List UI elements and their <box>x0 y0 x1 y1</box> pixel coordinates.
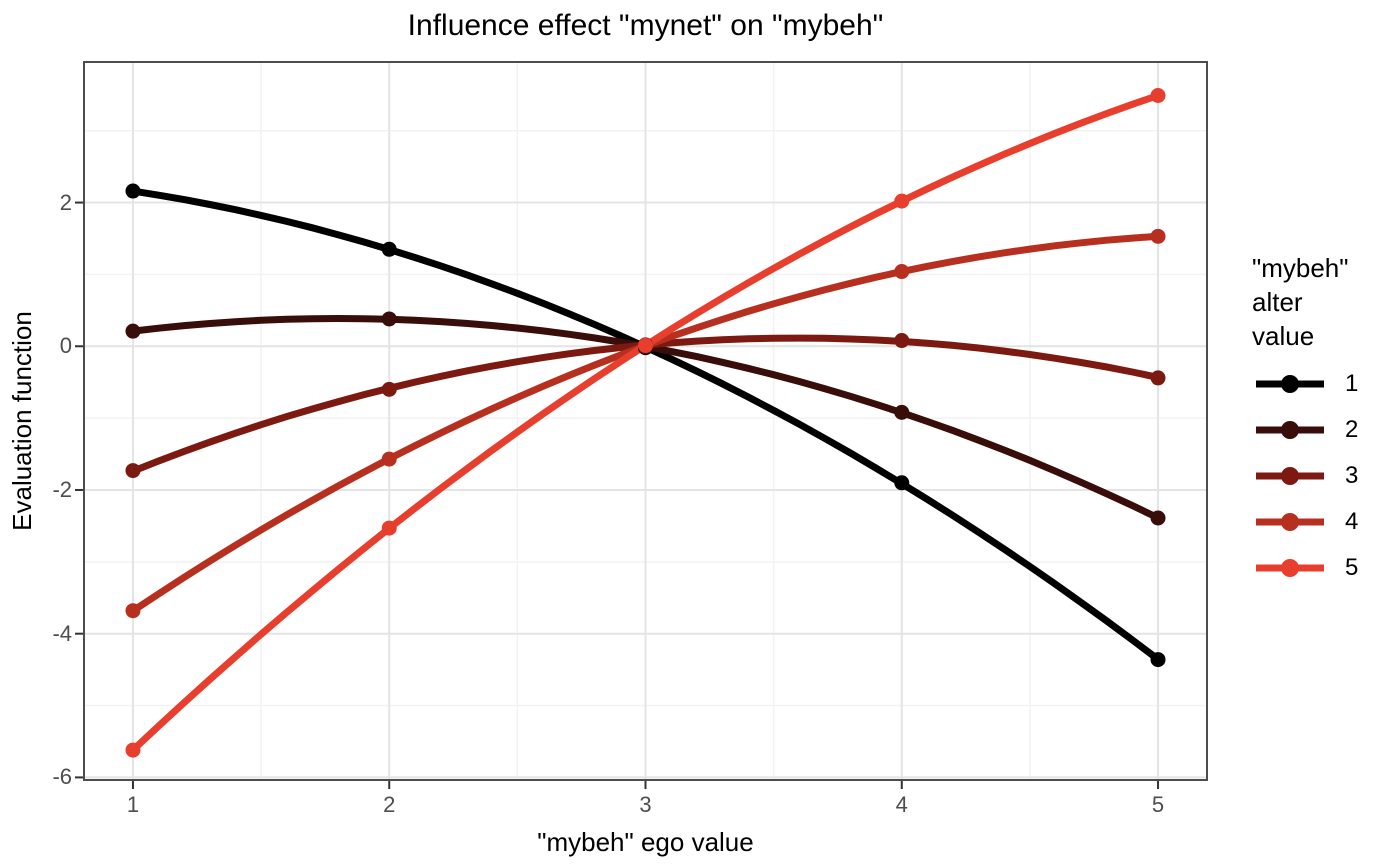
legend-entry-label: 1 <box>1345 370 1359 397</box>
data-point-alter-1-x4 <box>894 475 910 491</box>
data-point-alter-2-x1 <box>125 323 141 339</box>
data-point-alter-3-x2 <box>381 381 397 397</box>
legend-entry-label: 4 <box>1345 508 1359 535</box>
legend: "mybeh" alter value 1 2 3 4 5 <box>1252 251 1397 591</box>
x-tick-label-5: 5 <box>1151 792 1165 817</box>
x-tick-label-2: 2 <box>383 792 396 817</box>
legend-entry-1: 1 <box>1254 361 1397 407</box>
data-point-alter-5-x1 <box>125 742 141 758</box>
y-tick-label--4: -4 <box>52 620 72 646</box>
y-tick-label-0: 0 <box>59 333 72 359</box>
x-tick-label-3: 3 <box>639 792 652 817</box>
legend-entry-2: 2 <box>1254 407 1397 453</box>
y-tick-label--6: -6 <box>52 764 72 790</box>
data-point-alter-2-x4 <box>894 404 910 420</box>
data-point-alter-5-x2 <box>381 520 397 536</box>
legend-entry-3: 3 <box>1254 453 1397 499</box>
data-point-alter-5-x4 <box>894 193 910 209</box>
plot-title: Influence effect "mynet" on "mybeh" <box>407 9 884 42</box>
x-tick-label-1: 1 <box>126 792 140 817</box>
legend-title: "mybeh" alter value <box>1252 251 1397 353</box>
legend-entry-5: 5 <box>1254 545 1397 591</box>
legend-title-line-2: alter <box>1252 287 1303 317</box>
legend-title-line-1: "mybeh" <box>1252 253 1349 283</box>
y-axis-title: Evaluation function <box>7 311 37 531</box>
data-point-alter-4-x5 <box>1150 228 1166 244</box>
legend-entry-label: 3 <box>1345 462 1359 489</box>
data-point-alter-5-x3 <box>638 338 653 354</box>
data-point-alter-2-x2 <box>381 311 397 327</box>
legend-entry-label: 2 <box>1345 416 1359 443</box>
panel-border <box>83 61 1208 781</box>
x-axis-title: "mybeh" ego value <box>537 827 754 857</box>
legend-key-point <box>1281 375 1299 393</box>
legend-entries: 1 2 3 4 5 <box>1254 361 1397 591</box>
legend-key-alter-5 <box>1256 559 1324 577</box>
legend-key-point <box>1281 467 1299 485</box>
data-point-alter-1-x5 <box>1150 652 1166 668</box>
data-point-alter-3-x5 <box>1150 370 1166 386</box>
legend-key-alter-4 <box>1256 513 1324 531</box>
legend-key-alter-3 <box>1256 467 1324 485</box>
legend-key-alter-1 <box>1256 375 1324 393</box>
data-point-alter-2-x5 <box>1150 510 1166 526</box>
data-point-alter-4-x2 <box>381 451 397 467</box>
legend-entry-4: 4 <box>1254 499 1397 545</box>
legend-key-point <box>1281 421 1299 439</box>
data-point-alter-3-x1 <box>125 463 141 479</box>
legend-key-point <box>1281 513 1299 531</box>
y-tick-label-2: 2 <box>59 189 72 215</box>
x-tick-label-4: 4 <box>895 792 908 817</box>
data-point-alter-4-x4 <box>894 264 910 280</box>
data-point-alter-1-x1 <box>125 183 141 199</box>
legend-key-point <box>1281 559 1299 577</box>
legend-title-line-3: value <box>1252 321 1315 351</box>
data-point-alter-5-x5 <box>1150 87 1166 103</box>
legend-entry-label: 5 <box>1345 554 1359 581</box>
legend-key-alter-2 <box>1256 421 1324 439</box>
data-point-alter-3-x4 <box>894 333 910 349</box>
y-tick-label--2: -2 <box>52 476 72 502</box>
data-point-alter-1-x2 <box>381 241 397 257</box>
data-point-alter-4-x1 <box>125 603 141 619</box>
